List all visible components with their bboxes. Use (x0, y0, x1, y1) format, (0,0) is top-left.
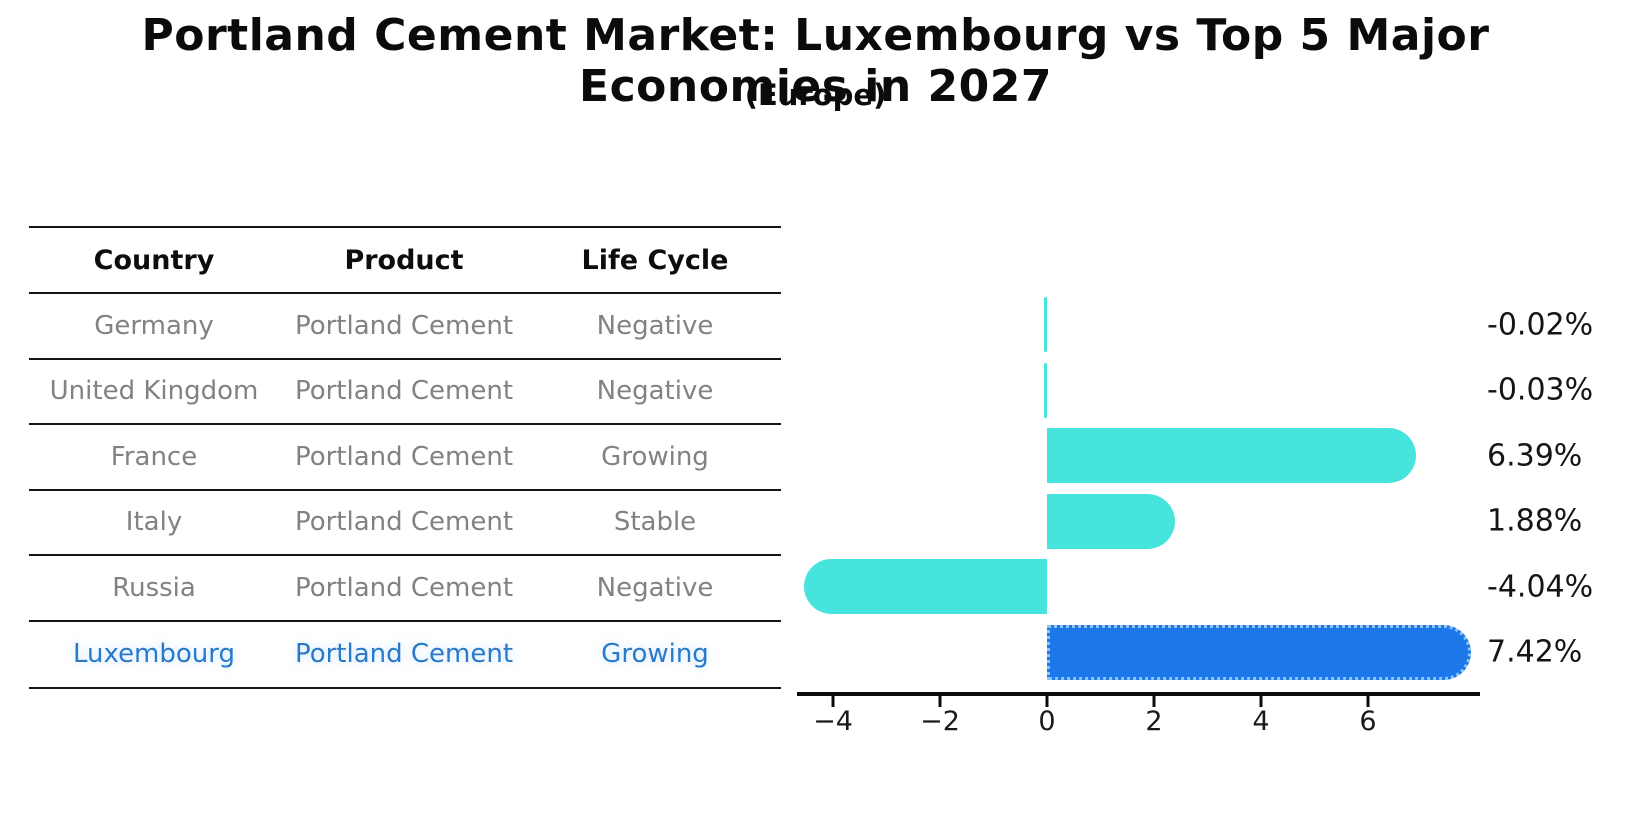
chart-title: Portland Cement Market: Luxembourg vs To… (141, 10, 1490, 112)
country-table: Country Product Life Cycle Germany Portl… (29, 226, 781, 689)
x-tick-label: 2 (1145, 706, 1163, 737)
x-axis-tick (1152, 696, 1156, 707)
chart-subtitle: (Europe) (744, 78, 887, 112)
country-cell: Russia (112, 572, 196, 603)
product-cell: Portland Cement (294, 441, 514, 472)
table-row-luxembourg: Luxembourg Portland Cement Growing (29, 622, 781, 688)
x-tick-label: −4 (813, 706, 853, 737)
table-row-france: France Portland Cement Growing (29, 425, 781, 491)
life-cycle-cell: Stable (613, 507, 697, 538)
value-label-luxembourg: 7.42% (1487, 634, 1583, 670)
x-axis-tick (938, 696, 942, 707)
bar-france (1047, 428, 1416, 483)
value-label-russia: -4.04% (1487, 569, 1594, 604)
bar-germany (1044, 297, 1047, 352)
life-cycle-cell: Growing (601, 441, 709, 472)
life-cycle-cell: Negative (596, 310, 714, 341)
table-header-row: Country Product Life Cycle (29, 228, 781, 294)
country-cell: France (110, 441, 198, 472)
bar-luxembourg (1047, 624, 1471, 680)
product-cell: Portland Cement (294, 572, 514, 603)
bar-united-kingdom (1044, 362, 1047, 418)
table-row-germany: Germany Portland Cement Negative (29, 294, 781, 360)
x-tick-label: −2 (920, 706, 960, 737)
x-axis-tick (1259, 696, 1263, 707)
table-row-russia: Russia Portland Cement Negative (29, 556, 781, 622)
value-label-united-kingdom: -0.03% (1487, 372, 1594, 408)
value-label-italy: 1.88% (1487, 503, 1583, 539)
x-axis-tick (831, 696, 835, 707)
x-axis-tick (1045, 696, 1049, 707)
column-header-product: Product (344, 244, 464, 276)
x-tick-label: 4 (1252, 706, 1270, 737)
country-cell: United Kingdom (49, 376, 259, 407)
product-cell: Portland Cement (294, 507, 514, 538)
product-cell: Portland Cement (294, 310, 514, 341)
product-cell: Portland Cement (294, 376, 514, 407)
bar-russia (803, 559, 1047, 614)
value-label-germany: -0.02% (1487, 307, 1594, 342)
life-cycle-cell: Growing (601, 639, 709, 670)
product-cell: Portland Cement (294, 639, 514, 670)
life-cycle-cell: Negative (596, 572, 714, 603)
x-axis-tick (1366, 696, 1370, 707)
table-row-united-kingdom: United Kingdom Portland Cement Negative (29, 360, 781, 425)
table-row-italy: Italy Portland Cement Stable (29, 491, 781, 556)
country-cell: Luxembourg (72, 639, 236, 670)
x-axis-line (797, 692, 1480, 696)
country-cell: Germany (94, 310, 214, 341)
x-tick-label: 0 (1038, 706, 1056, 737)
column-header-life-cycle: Life Cycle (581, 244, 729, 276)
column-header-country: Country (93, 244, 215, 276)
life-cycle-cell: Negative (596, 376, 714, 407)
bar-italy (1047, 493, 1175, 549)
value-label-france: 6.39% (1487, 438, 1583, 473)
x-tick-label: 6 (1359, 706, 1377, 737)
country-cell: Italy (125, 507, 183, 538)
